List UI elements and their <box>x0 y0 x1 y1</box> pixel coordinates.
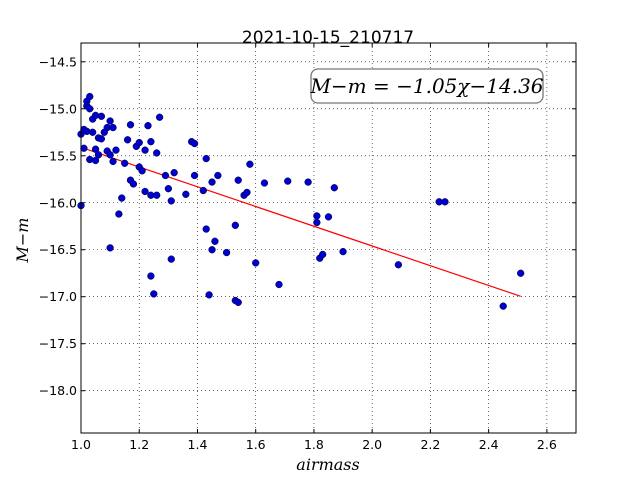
data-point <box>394 261 403 269</box>
data-point <box>88 128 97 136</box>
data-point <box>97 112 106 120</box>
data-point <box>231 221 239 229</box>
y-tick-label: −14.5 <box>39 54 77 69</box>
data-point <box>86 92 94 101</box>
data-point <box>97 135 106 143</box>
data-point <box>144 122 152 130</box>
data-point <box>234 298 242 307</box>
annotation-text: M−m = −1.05χ−14.36 <box>309 74 543 98</box>
plot-frame <box>80 42 577 434</box>
x-axis-label: airmass <box>296 455 359 474</box>
data-point <box>319 250 327 259</box>
data-point <box>155 113 164 121</box>
y-tick-label: −17.5 <box>39 336 77 351</box>
data-point <box>109 123 117 132</box>
data-point <box>91 156 100 165</box>
data-point <box>153 191 161 199</box>
data-point <box>147 272 155 280</box>
data-point <box>138 167 146 175</box>
data-point <box>182 190 190 198</box>
data-point <box>164 185 173 193</box>
data-point <box>167 255 175 263</box>
data-point <box>313 212 321 220</box>
data-point <box>94 151 103 159</box>
data-point <box>234 176 242 184</box>
axis-ticks: 1.0 1.2 1.4 1.6 1.8 2.0 2.2 2.4 2.6 −14.5 −15.0 −15… <box>39 43 576 452</box>
data-point <box>80 144 88 152</box>
data-point <box>222 248 231 257</box>
x-tick-label: 2.0 <box>362 437 382 452</box>
data-point <box>153 149 161 157</box>
x-tick-label: 1.2 <box>129 437 149 452</box>
data-point <box>150 290 158 298</box>
data-point <box>161 171 170 180</box>
y-tick-label: −18.0 <box>39 383 77 398</box>
x-tick-label: 2.2 <box>420 437 440 452</box>
data-point <box>243 188 251 197</box>
data-point <box>260 179 269 187</box>
data-point <box>246 160 254 168</box>
data-point <box>141 187 149 196</box>
data-point <box>112 146 120 154</box>
data-point <box>141 146 149 154</box>
y-axis-label: M−m <box>13 218 32 264</box>
fit-line <box>80 146 521 297</box>
data-point <box>324 213 333 221</box>
data-point <box>190 171 199 180</box>
y-tick-label: −17.0 <box>39 289 77 304</box>
data-point <box>208 246 216 254</box>
x-tick-label: 2.6 <box>537 437 557 452</box>
data-point <box>121 159 129 167</box>
x-tick-label: 2.4 <box>479 437 499 452</box>
x-tick-label: 1.0 <box>71 437 91 452</box>
data-point <box>118 194 126 202</box>
y-tick-label: −16.5 <box>39 242 77 257</box>
data-point <box>499 302 507 310</box>
x-tick-label: 1.8 <box>304 437 324 452</box>
y-tick-label: −15.0 <box>39 101 77 116</box>
data-point <box>339 247 347 256</box>
data-point <box>214 171 222 180</box>
data-point <box>211 237 219 245</box>
data-point <box>115 210 123 218</box>
data-point <box>284 177 292 185</box>
fit-line-group <box>80 146 521 297</box>
data-point <box>202 154 210 163</box>
x-tick-label: 1.6 <box>246 437 266 452</box>
data-point <box>170 169 178 177</box>
data-point <box>86 105 94 113</box>
data-point <box>129 180 138 188</box>
data-point <box>275 280 283 289</box>
data-point <box>190 139 199 148</box>
data-point <box>517 269 525 277</box>
annotation-box <box>310 68 544 104</box>
data-point <box>167 197 175 205</box>
data-point <box>123 136 132 144</box>
data-point <box>106 117 114 125</box>
x-tick-label: 1.4 <box>188 437 208 452</box>
data-point <box>91 145 100 153</box>
data-point <box>135 138 143 147</box>
data-point <box>126 121 135 129</box>
data-point <box>313 218 321 227</box>
chart-title: 2021-10-15_210717 <box>242 28 414 48</box>
data-point <box>202 225 210 233</box>
data-point <box>441 198 449 206</box>
data-point <box>304 178 312 186</box>
grid <box>81 43 576 433</box>
data-point <box>109 157 117 166</box>
y-tick-label: −15.5 <box>39 148 77 163</box>
data-point <box>252 259 260 267</box>
data-point <box>208 178 216 186</box>
data-point <box>106 244 114 252</box>
data-point <box>330 184 338 192</box>
data-point <box>205 291 213 299</box>
data-point <box>106 151 114 159</box>
data-point <box>199 186 207 195</box>
fit-annotation: M−m = −1.05χ−14.36 <box>309 68 544 104</box>
data-point <box>147 138 155 146</box>
y-tick-label: −16.0 <box>39 195 77 210</box>
